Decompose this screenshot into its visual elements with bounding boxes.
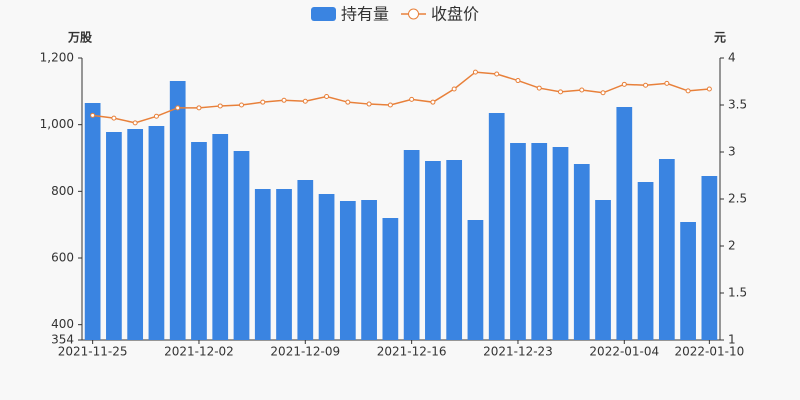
x-tick-label: 2022-01-10 <box>674 345 744 359</box>
price-point <box>153 113 159 119</box>
y2-tick-label: 3 <box>728 145 736 159</box>
y2-tick-label: 3.5 <box>728 98 747 112</box>
bar <box>212 134 229 340</box>
y-tick-label: 400 <box>51 317 74 331</box>
y-tick-label: 600 <box>51 251 74 265</box>
bar <box>276 189 292 340</box>
y2-tick-label: 2 <box>728 239 736 253</box>
x-tick-label: 2021-12-09 <box>270 345 340 359</box>
bar <box>127 129 144 340</box>
bar <box>573 164 590 340</box>
y2-tick-label: 2.5 <box>728 192 747 206</box>
x-tick-label: 2021-12-16 <box>377 345 447 359</box>
y-tick-label: 800 <box>51 184 74 198</box>
bar <box>425 161 441 340</box>
x-tick-label: 2021-12-02 <box>164 345 234 359</box>
bar <box>658 159 675 340</box>
price-point <box>324 94 330 100</box>
bar <box>339 201 356 340</box>
price-point <box>175 105 181 111</box>
legend-label: 收盘价 <box>431 5 479 24</box>
price-point <box>239 102 244 108</box>
bar <box>510 143 526 340</box>
y-tick-label: 354 <box>51 333 74 347</box>
bar <box>106 132 122 340</box>
price-point <box>600 90 606 96</box>
price-point <box>366 101 372 107</box>
bar <box>488 113 505 340</box>
price-line <box>92 71 710 124</box>
price-point <box>281 97 287 103</box>
y2-tick-label: 1 <box>728 333 736 347</box>
price-point <box>643 82 649 88</box>
legend-swatch <box>408 8 420 20</box>
price-point <box>387 102 393 108</box>
x-tick-label: 2021-11-25 <box>58 345 128 359</box>
y2-tick-label: 1.5 <box>728 286 747 300</box>
y2-axis-unit: 元 <box>714 31 726 45</box>
price-point <box>451 86 457 92</box>
price-point <box>558 89 563 95</box>
y-tick-label: 1,200 <box>40 51 74 65</box>
price-point <box>111 115 117 121</box>
y-axis-unit: 万股 <box>67 30 93 45</box>
price-point <box>621 81 627 87</box>
bar <box>595 200 611 340</box>
price-point <box>430 99 436 105</box>
price-point <box>260 99 266 105</box>
bar <box>318 194 335 340</box>
price-point <box>409 96 415 102</box>
price-point <box>685 88 691 94</box>
bar <box>84 103 101 340</box>
price-point <box>217 103 223 109</box>
legend: 持有量 收盘价 <box>311 5 479 24</box>
y2-tick-label: 4 <box>728 51 736 65</box>
price-point <box>536 85 542 91</box>
bar <box>552 147 569 340</box>
y-tick-label: 1,000 <box>40 117 74 131</box>
bar <box>233 151 250 340</box>
price-point <box>196 105 202 111</box>
price-point <box>345 99 351 105</box>
x-tick-label: 2021-12-23 <box>483 345 553 359</box>
bar <box>637 182 654 340</box>
legend-swatch <box>311 7 336 21</box>
price-point <box>515 78 521 84</box>
bar <box>254 189 271 340</box>
bar <box>148 126 165 340</box>
bar <box>531 143 548 340</box>
bar <box>361 200 377 340</box>
price-point <box>90 112 96 118</box>
bar <box>616 107 633 340</box>
price-point <box>579 87 585 93</box>
bar <box>701 176 718 340</box>
legend-label: 持有量 <box>341 5 389 24</box>
bar <box>403 150 420 340</box>
bar <box>467 220 484 340</box>
price-point <box>132 120 138 126</box>
x-tick-label: 2022-01-04 <box>589 345 659 359</box>
bar <box>169 81 186 340</box>
bar <box>297 180 314 340</box>
price-point <box>706 86 712 92</box>
price-point <box>494 71 500 77</box>
price-point <box>664 80 670 86</box>
bar <box>191 142 207 340</box>
price-point <box>472 69 478 75</box>
bar <box>680 222 696 340</box>
price-point <box>302 98 308 104</box>
bar <box>446 160 463 340</box>
bar <box>382 218 399 340</box>
